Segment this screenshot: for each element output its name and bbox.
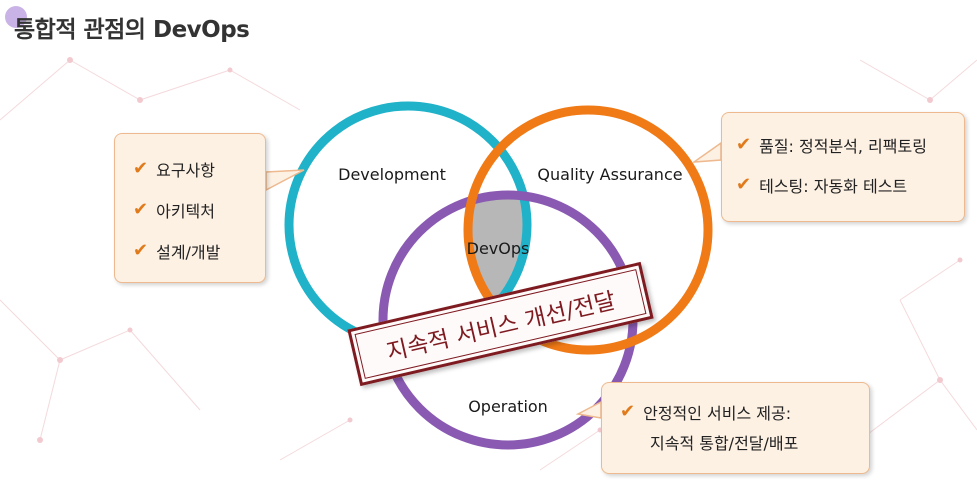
check-icon: ✔ (133, 198, 149, 220)
development-callout-tail (265, 169, 305, 192)
list-item-label: 품질: 정적분석, 리팩토링 (759, 137, 927, 156)
qa-callout-tail (691, 141, 722, 163)
qa-callout: ✔ 품질: 정적분석, 리팩토링 ✔ 테스팅: 자동화 테스트 (721, 112, 965, 222)
list-item-label: 요구사항 (156, 160, 215, 180)
check-icon: ✔ (736, 134, 752, 155)
list-item: ✔ 설계/개발 (133, 230, 265, 271)
list-item: ✔ 안정적인 서비스 제공: (620, 397, 869, 427)
quality-assurance-circle (463, 105, 713, 355)
list-item-continuation: 지속적 통합/전달/배포 (620, 427, 869, 457)
title-bullet-dot (5, 6, 27, 28)
operation-label: Operation (468, 397, 548, 416)
list-item: ✔ 아키텍처 (133, 189, 265, 230)
development-callout: ✔ 요구사항 ✔ 아키텍처 ✔ 설계/개발 (114, 133, 266, 283)
list-item-label: 지속적 통합/전달/배포 (650, 434, 799, 453)
page-title: 통합적 관점의 DevOps (14, 17, 250, 43)
list-item-label: 안정적인 서비스 제공: (643, 404, 792, 423)
check-icon: ✔ (133, 157, 149, 179)
list-item: ✔ 요구사항 (133, 148, 265, 189)
list-item: ✔ 테스팅: 자동화 테스트 (736, 165, 964, 205)
list-item-label: 설계/개발 (156, 242, 221, 262)
check-icon: ✔ (736, 174, 752, 195)
list-item-label: 테스팅: 자동화 테스트 (759, 177, 908, 196)
operation-callout: ✔ 안정적인 서비스 제공: 지속적 통합/전달/배포 (601, 382, 870, 474)
check-icon: ✔ (133, 239, 149, 261)
development-label: Development (338, 165, 446, 184)
list-item: ✔ 품질: 정적분석, 리팩토링 (736, 125, 964, 165)
check-icon: ✔ (620, 401, 636, 422)
quality-assurance-label: Quality Assurance (537, 165, 682, 184)
list-item-label: 아키텍처 (156, 201, 215, 221)
devops-center-label: DevOps (467, 239, 530, 258)
